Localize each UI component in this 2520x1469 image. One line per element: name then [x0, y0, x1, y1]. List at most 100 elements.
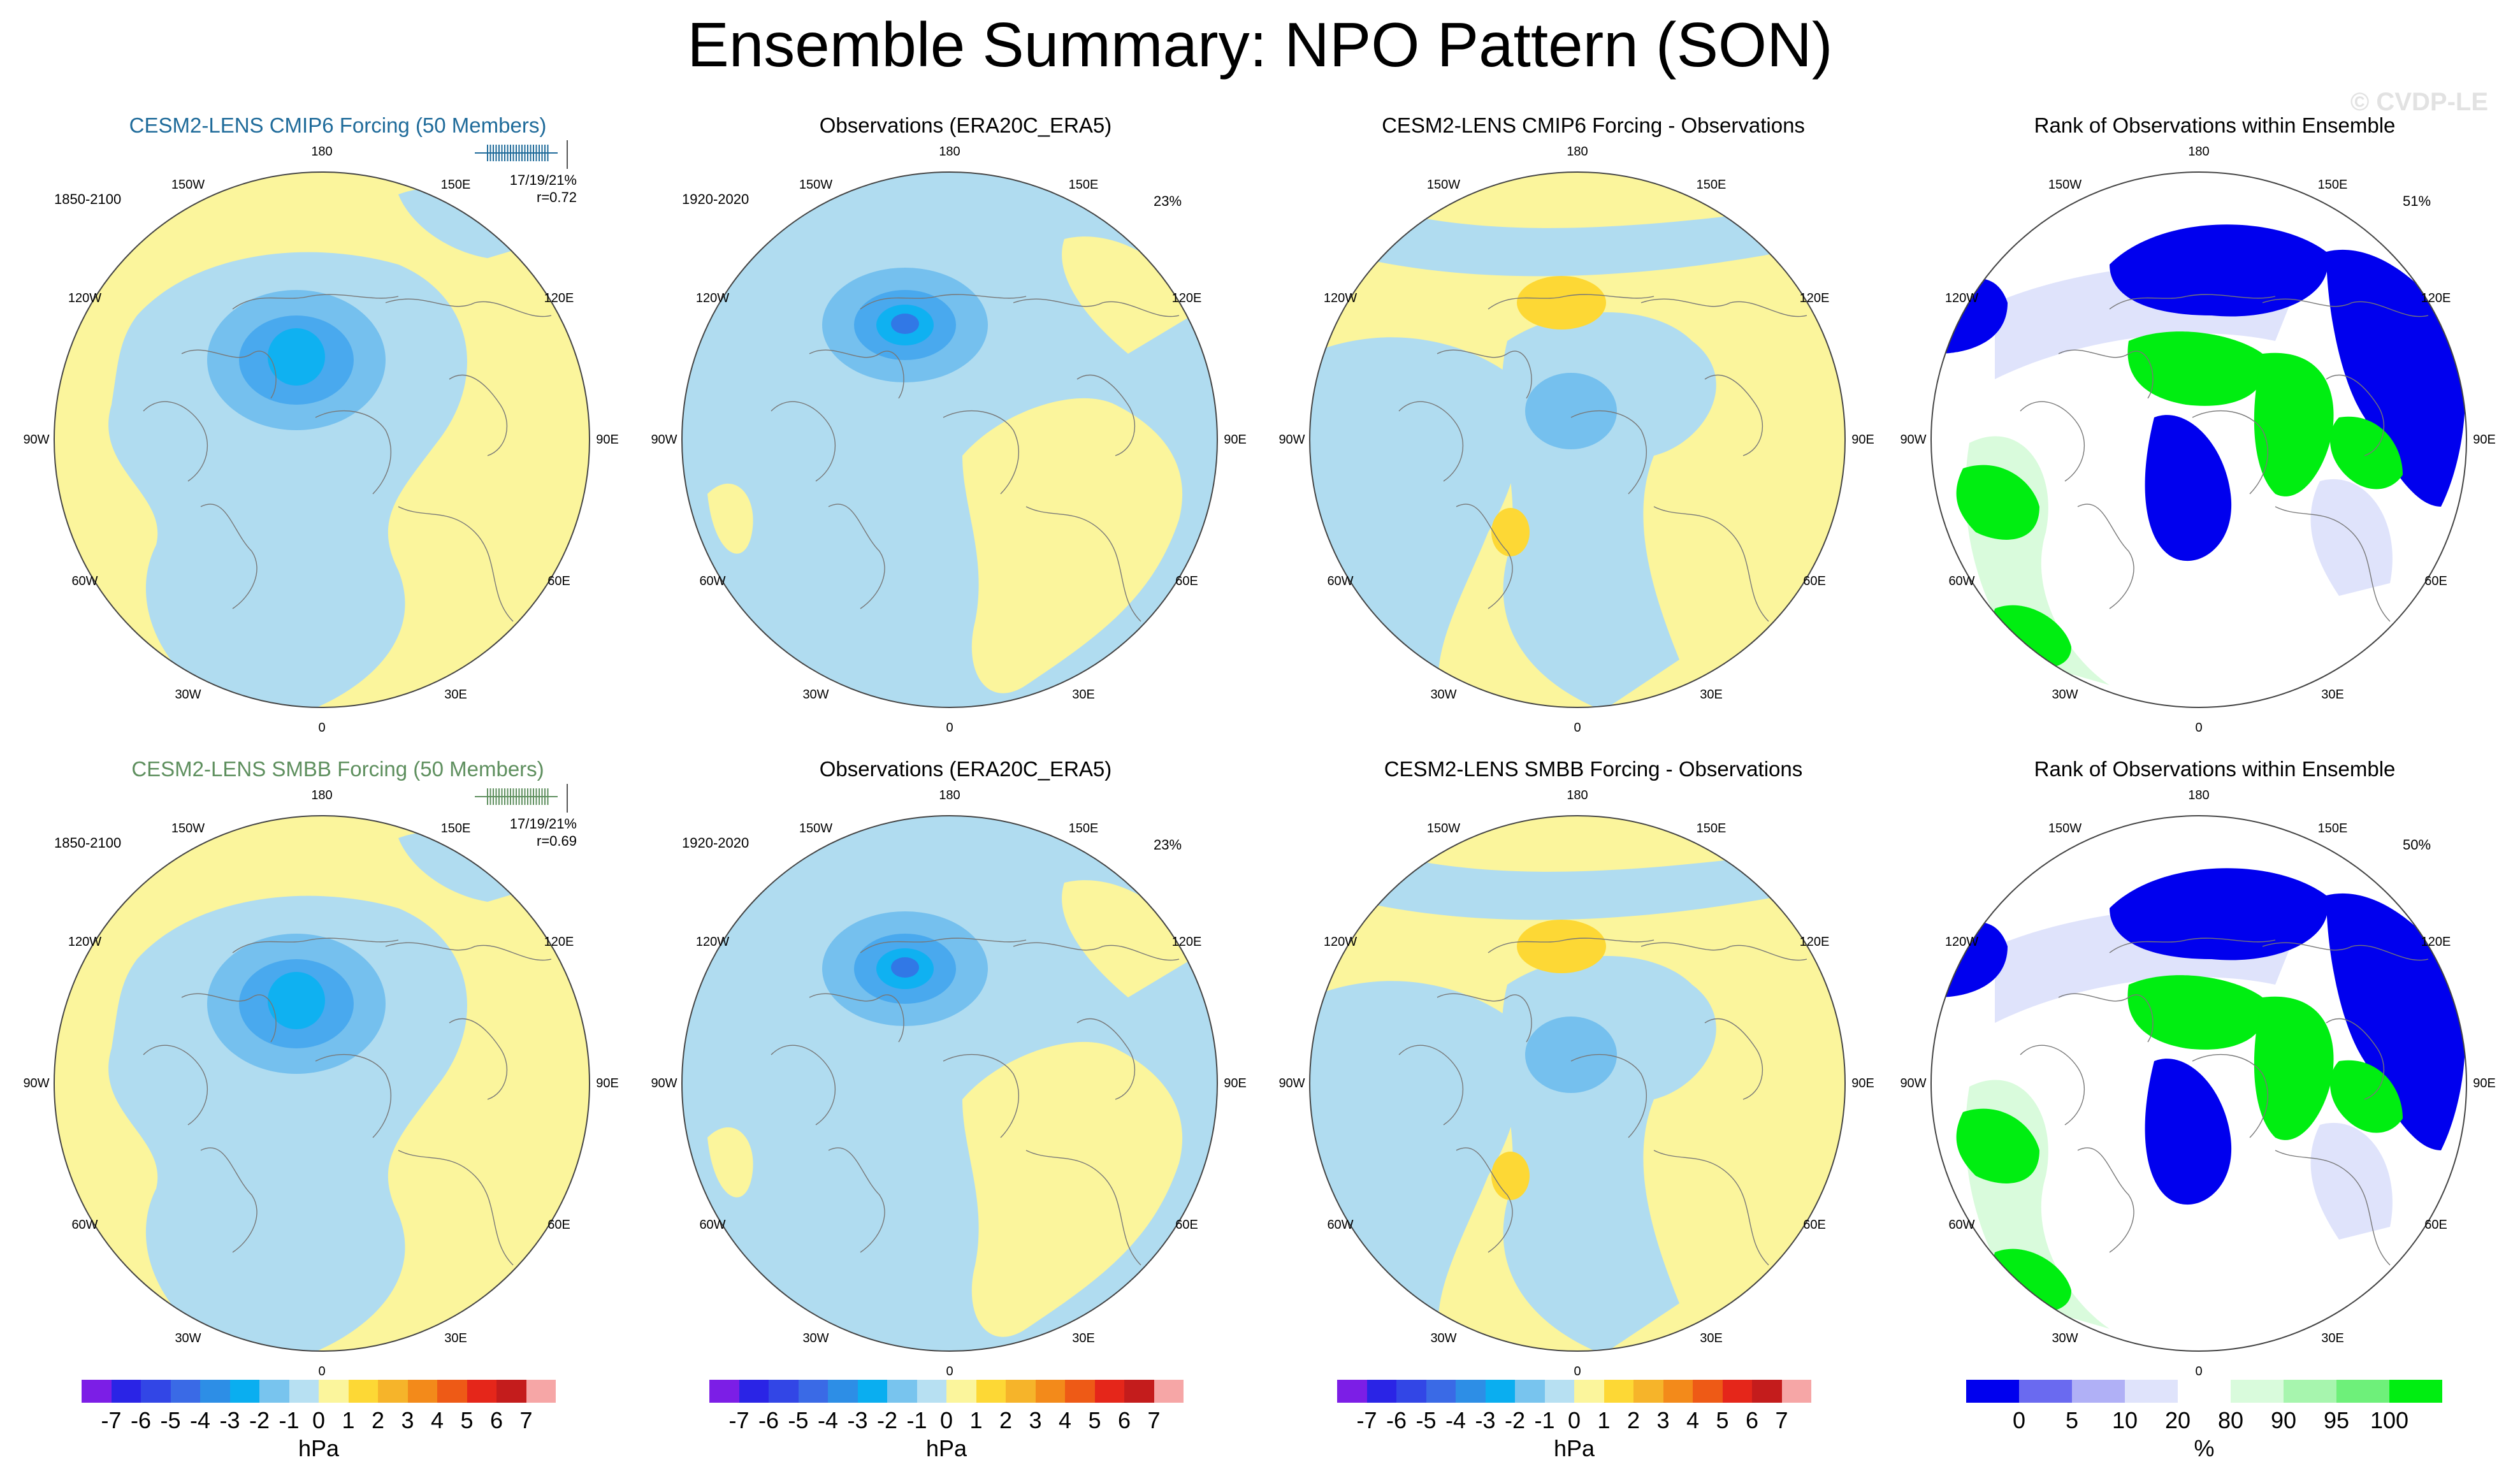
coastline [2077, 1147, 2134, 1253]
map-fill-layer [682, 816, 1217, 1351]
rank-low-region [2310, 1122, 2393, 1240]
colorbar-tick-label: 2 [999, 1407, 1013, 1433]
colorbar-units: hPa [298, 1435, 340, 1461]
polar-map [681, 171, 1218, 708]
longitude-label: 30E [2321, 688, 2344, 702]
coastline [1437, 993, 1532, 1043]
positive-anomaly-core [1517, 920, 1606, 973]
colorbar-tick-label: -7 [728, 1407, 749, 1433]
map-boundary [1930, 815, 2467, 1352]
colorbar-swatch [437, 1380, 467, 1403]
map-boundary [54, 171, 590, 708]
colorbar-swatch [798, 1380, 828, 1403]
longitude-label: 0 [2195, 721, 2203, 735]
longitude-label: 30E [1072, 1331, 1095, 1345]
longitude-label: 30W [802, 1331, 829, 1345]
variance-explained-label: 23% [1154, 193, 1182, 209]
coastline [1437, 349, 1532, 399]
longitude-label: 150W [171, 821, 205, 836]
colorbar-swatch [170, 1380, 200, 1403]
longitude-label: 180 [939, 788, 960, 802]
longitude-label: 90E [596, 433, 619, 447]
colorbar-swatch [739, 1380, 769, 1403]
positive-anomaly-core [1517, 276, 1606, 329]
colorbar-tick-label: 80 [2217, 1407, 2244, 1433]
coastline [1398, 1045, 1464, 1125]
longitude-label: 150E [2317, 821, 2348, 836]
coastline [2192, 410, 2268, 495]
negative-anomaly-core [268, 328, 325, 386]
longitude-label: 90E [2473, 433, 2496, 447]
polar-map [1309, 171, 1846, 708]
colorbar-tick-label: 10 [2111, 1407, 2138, 1433]
colorbar-units: hPa [1553, 1435, 1595, 1461]
longitude-label: 120W [695, 935, 730, 949]
colorbar-swatch [1781, 1380, 1811, 1403]
colorbar-tick-label: -1 [906, 1407, 927, 1433]
polar-map [1930, 171, 2467, 708]
colorbar-tick-label: 0 [2012, 1407, 2026, 1433]
coastline [2109, 294, 2276, 310]
longitude-label: 120W [1323, 291, 1358, 305]
colorbar-tick-label: -3 [847, 1407, 868, 1433]
coastline [1456, 1147, 1513, 1253]
colorbar-swatch [1426, 1380, 1456, 1403]
longitude-label: 30W [175, 1331, 201, 1345]
colorbar: 0 5 10 20 80 90 95 100% [1966, 1380, 2451, 1469]
polar-map [1309, 815, 1846, 1352]
panel-title: CESM2-LENS CMIP6 Forcing (50 Members) [129, 113, 547, 137]
coastline [771, 1045, 836, 1125]
colorbar-swatch [946, 1380, 976, 1403]
colorbar-swatch [111, 1380, 141, 1403]
panel-title: CESM2-LENS CMIP6 Forcing - Observations [1382, 113, 1805, 137]
colorbar-tick-label: 6 [489, 1407, 503, 1433]
colorbar-swatch [319, 1380, 349, 1403]
longitude-label: 120E [1799, 935, 1830, 949]
colorbar-swatch [828, 1380, 858, 1403]
coastline [2326, 375, 2385, 456]
colorbar-tick-label: -4 [189, 1407, 211, 1433]
longitude-label: 150E [1696, 178, 1727, 192]
longitude-label: 30E [2321, 1331, 2344, 1345]
colorbar-tick-label: 7 [1775, 1407, 1788, 1433]
longitude-label: 30E [444, 688, 467, 702]
colorbar-swatch [289, 1380, 319, 1403]
longitude-label: 90E [2473, 1076, 2496, 1090]
polar-map [54, 784, 590, 1352]
map-boundary [54, 815, 590, 1352]
coastline [860, 937, 1027, 953]
coastline [860, 294, 1027, 310]
rank-high-region [2330, 1060, 2403, 1133]
colorbar-swatch [2125, 1380, 2178, 1403]
rank-low-region [2110, 224, 2328, 317]
colorbar-swatch [2231, 1380, 2284, 1403]
correlation-label: r=0.69 [537, 833, 577, 849]
colorbar: -7 -6 -5 -4 -3 -2 -1 0 1 2 3 4 5 6 7 hPa [1337, 1380, 1821, 1469]
longitude-label: 90W [23, 1076, 50, 1090]
colorbar-tick-label: -3 [219, 1407, 240, 1433]
colorbar-swatch [2178, 1380, 2231, 1403]
coastline [2262, 298, 2429, 317]
longitude-label: 0 [946, 721, 953, 735]
longitude-label: 0 [1574, 721, 1581, 735]
map-fill-layer [682, 172, 1217, 707]
colorbar-swatch [1693, 1380, 1723, 1403]
colorbar-tick-label: -4 [817, 1407, 839, 1433]
map-boundary [1309, 171, 1846, 708]
longitude-label: 150E [1068, 821, 1099, 836]
colorbar-tick-label: 3 [401, 1407, 414, 1433]
longitude-label: 0 [946, 1364, 953, 1379]
coastline [1488, 294, 1655, 310]
colorbar-swatch [1154, 1380, 1184, 1403]
colorbar: -7 -6 -5 -4 -3 -2 -1 0 1 2 3 4 5 6 7 hPa [709, 1380, 1194, 1469]
rank-high-region [2330, 416, 2403, 489]
rank-high-region [2254, 352, 2334, 496]
longitude-label: 150E [2317, 178, 2348, 192]
coastline [2077, 503, 2134, 609]
colorbar-swatch [378, 1380, 408, 1403]
map-fill-layer [1931, 816, 2466, 1351]
longitude-label: 60E [547, 574, 570, 588]
colorbar-tick-label: -6 [758, 1407, 779, 1433]
period-label: 1920-2020 [682, 835, 749, 851]
longitude-label: 0 [1574, 1364, 1581, 1379]
